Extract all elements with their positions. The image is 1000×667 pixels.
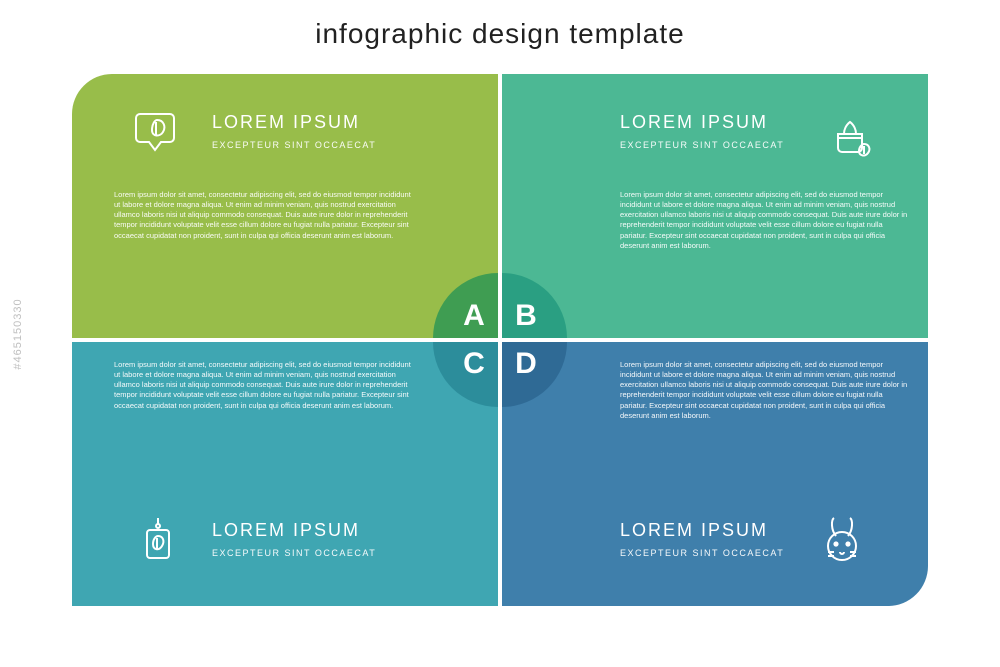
card-a-subheading: EXCEPTEUR SINT OCCAECAT	[212, 140, 376, 150]
rabbit-icon	[806, 504, 878, 576]
card-c-heading: LOREM IPSUM	[212, 520, 360, 541]
watermark: #465150330	[12, 298, 24, 369]
badge-a-letter: A	[463, 299, 485, 333]
card-c-body: Lorem ipsum dolor sit amet, consectetur …	[114, 360, 414, 411]
badge-c: C	[433, 342, 498, 407]
card-a-heading: LOREM IPSUM	[212, 112, 360, 133]
card-b-heading: LOREM IPSUM	[620, 112, 768, 133]
badge-b-letter: B	[515, 299, 537, 333]
card-b-subheading: EXCEPTEUR SINT OCCAECAT	[620, 140, 784, 150]
badge-a: A	[433, 273, 498, 338]
page-title-text: infographic design template	[315, 18, 684, 49]
badge-d-letter: D	[515, 347, 537, 381]
card-b: LOREM IPSUM EXCEPTEUR SINT OCCAECAT Lore…	[502, 74, 928, 338]
card-c-subheading: EXCEPTEUR SINT OCCAECAT	[212, 548, 376, 558]
badge-d: D	[502, 342, 567, 407]
page-title: infographic design template	[0, 18, 1000, 50]
card-b-body: Lorem ipsum dolor sit amet, consectetur …	[620, 190, 910, 251]
card-d-body: Lorem ipsum dolor sit amet, consectetur …	[620, 360, 910, 421]
badge-c-letter: C	[463, 347, 485, 381]
card-grid: LOREM IPSUM EXCEPTEUR SINT OCCAECAT Lore…	[72, 74, 928, 606]
card-a-body: Lorem ipsum dolor sit amet, consectetur …	[114, 190, 414, 241]
card-c: LOREM IPSUM EXCEPTEUR SINT OCCAECAT Lore…	[72, 342, 498, 606]
card-d-heading: LOREM IPSUM	[620, 520, 768, 541]
cream-jar-icon	[816, 98, 888, 170]
infographic-page: infographic design template LOREM IPSUM …	[0, 0, 1000, 667]
badge-b: B	[502, 273, 567, 338]
card-d-subheading: EXCEPTEUR SINT OCCAECAT	[620, 548, 784, 558]
leaf-pin-icon	[122, 98, 194, 170]
card-d: LOREM IPSUM EXCEPTEUR SINT OCCAECAT Lore…	[502, 342, 928, 606]
card-a: LOREM IPSUM EXCEPTEUR SINT OCCAECAT Lore…	[72, 74, 498, 338]
eco-tag-icon	[122, 504, 194, 576]
